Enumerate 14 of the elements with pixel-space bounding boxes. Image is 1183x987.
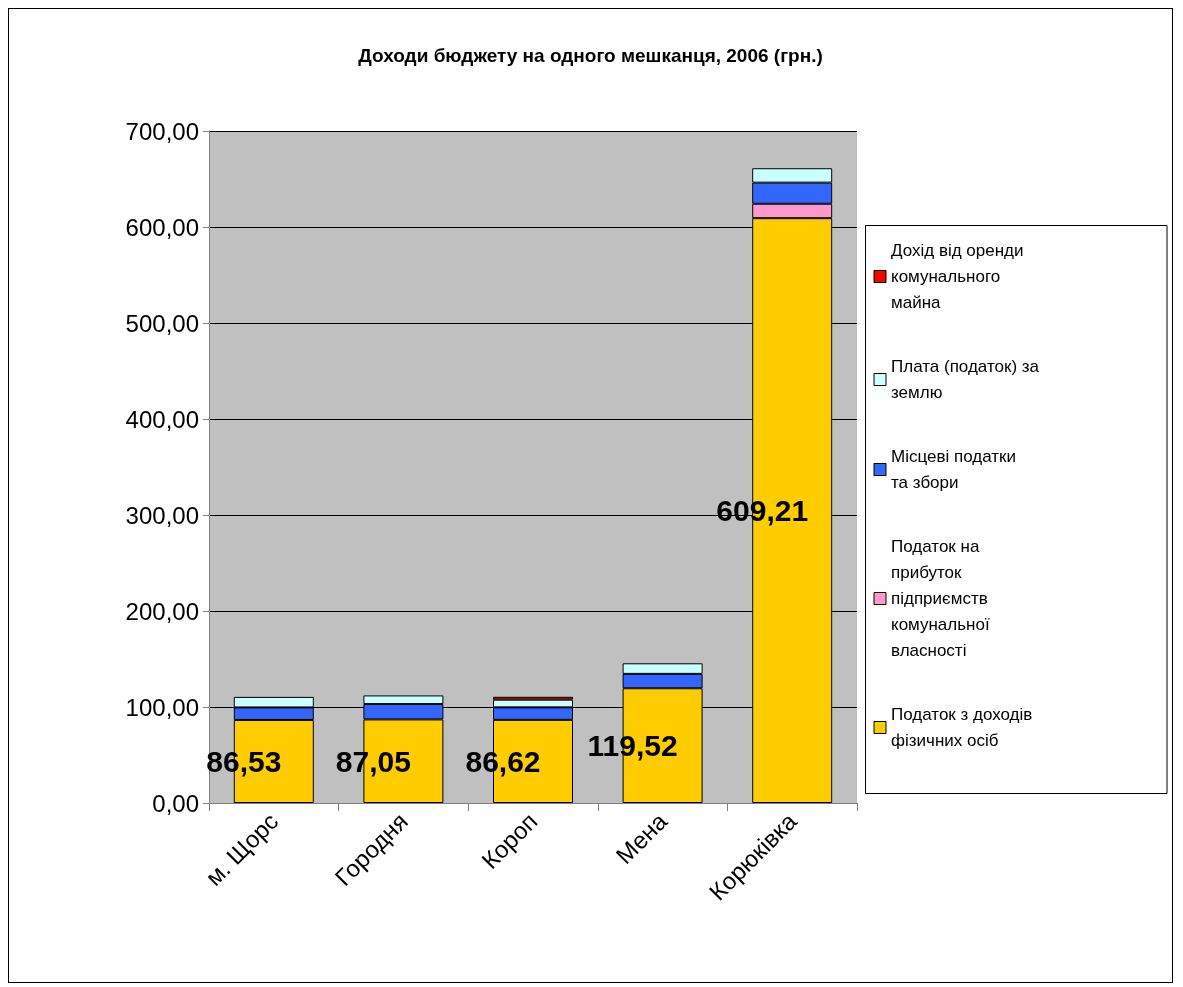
y-tick-label: 400,00	[125, 405, 199, 433]
legend-label: Податок на прибуток підприємств комунальної власності	[891, 537, 995, 660]
y-tick-label: 500,00	[125, 309, 199, 337]
y-tick-label: 600,00	[125, 213, 199, 241]
y-tick-label: 200,00	[125, 597, 199, 625]
legend-label: Дохід від оренди комунального майна	[891, 241, 1029, 312]
y-tick-label: 700,00	[125, 117, 199, 145]
y-tick-label: 300,00	[125, 501, 199, 529]
chart-title: Доходи бюджету на одного мешканця, 2006 (грн.)	[358, 45, 823, 66]
legend-label: Місцеві податки та збори	[891, 447, 1021, 492]
y-tick-label: 0,00	[152, 789, 199, 817]
legend-label: Податок з доходів фізичних осіб	[891, 705, 1038, 750]
y-tick-label: 100,00	[125, 693, 199, 721]
legend-label: Плата (податок) за землю	[891, 357, 1044, 402]
